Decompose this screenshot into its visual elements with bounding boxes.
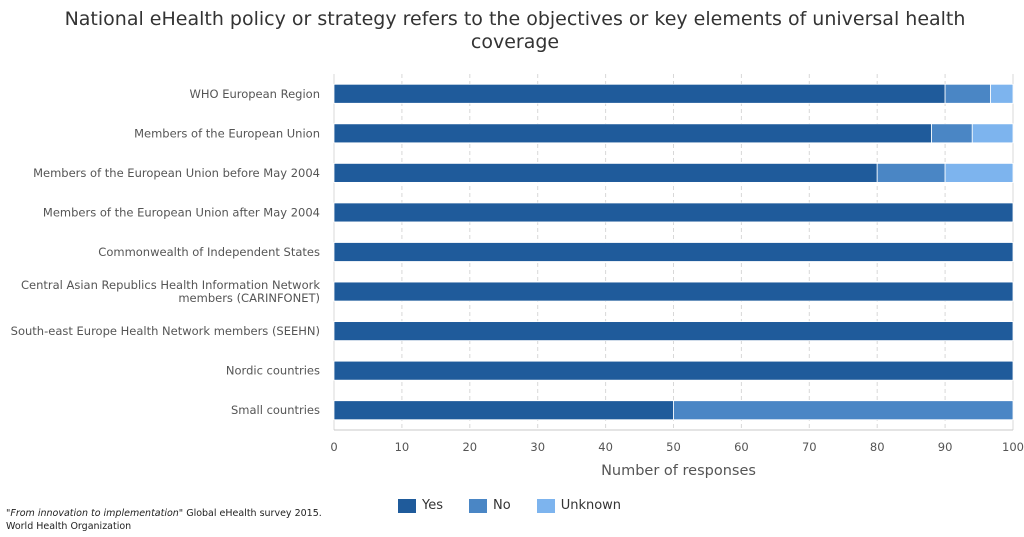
category-label: Central Asian Republics Health Informati… xyxy=(21,278,320,292)
x-tick-label: 60 xyxy=(734,440,749,454)
bar-segment-yes xyxy=(333,123,932,144)
legend-label: Yes xyxy=(422,498,443,513)
x-tick-label: 30 xyxy=(530,440,545,454)
bar-segment-yes xyxy=(333,162,878,183)
x-tick-label: 0 xyxy=(330,440,337,454)
bar-segment-yes xyxy=(333,400,674,421)
x-tick-label: 90 xyxy=(938,440,953,454)
bar-segment-yes xyxy=(333,281,1014,302)
chart-title: National eHealth policy or strategy refe… xyxy=(64,8,966,53)
category-label: Nordic countries xyxy=(226,364,320,378)
source-italic: "From innovation to implementation" xyxy=(6,508,184,519)
legend-swatch xyxy=(536,498,555,513)
x-tick-label: 40 xyxy=(598,440,613,454)
bar-segment-yes xyxy=(333,360,1014,381)
bar-segment-no xyxy=(944,83,991,104)
legend-item-yes: Yes xyxy=(398,498,443,513)
bar-segment-yes xyxy=(333,83,946,104)
bar-segment-no xyxy=(876,162,946,183)
legend-label: No xyxy=(493,498,511,513)
bar-segment-unknown xyxy=(971,123,1014,144)
category-label: Members of the European Union before May… xyxy=(33,166,320,180)
bar-segment-yes xyxy=(333,202,1014,223)
legend-swatch xyxy=(398,498,416,513)
legend-swatch xyxy=(469,498,487,513)
bar-segment-yes xyxy=(333,321,1014,342)
category-labels: WHO European Region Members of the Europe… xyxy=(11,87,321,417)
bar-segment-no xyxy=(931,123,973,144)
legend-item-unknown: Unknown xyxy=(536,498,622,513)
x-tick-label: 80 xyxy=(870,440,885,454)
category-label: Commonwealth of Independent States xyxy=(98,245,320,259)
source-rest: Global eHealth survey 2015. xyxy=(183,508,322,519)
category-label: South-east Europe Health Network members… xyxy=(11,324,320,338)
x-tick-label: 70 xyxy=(802,440,817,454)
legend: Yes No Unknown xyxy=(398,498,647,513)
source-note: "From innovation to implementation" Glob… xyxy=(6,507,322,533)
bar-segment-unknown xyxy=(990,83,1014,104)
bar-segment-yes xyxy=(333,242,1014,262)
x-tick-label: 20 xyxy=(462,440,477,454)
x-tick-label: 10 xyxy=(395,440,410,454)
bar-segment-no xyxy=(673,400,1014,421)
legend-label: Unknown xyxy=(560,498,622,513)
category-label: members (CARINFONET) xyxy=(178,291,320,305)
x-axis-title: Number of responses xyxy=(601,463,756,479)
category-label: Small countries xyxy=(231,403,320,417)
bars xyxy=(333,83,1014,421)
source-org: World Health Organization xyxy=(6,521,132,532)
x-tick-label: 50 xyxy=(666,440,681,454)
category-label: Members of the European Union xyxy=(134,126,320,140)
legend-item-no: No xyxy=(469,498,511,513)
category-label: Members of the European Union after May … xyxy=(43,205,320,219)
x-axis-ticks: 0 10 20 30 40 50 60 70 80 90 100 xyxy=(330,440,1024,454)
bar-segment-unknown xyxy=(944,162,1014,183)
category-label: WHO European Region xyxy=(189,87,320,101)
x-tick-label: 100 xyxy=(1002,440,1024,454)
